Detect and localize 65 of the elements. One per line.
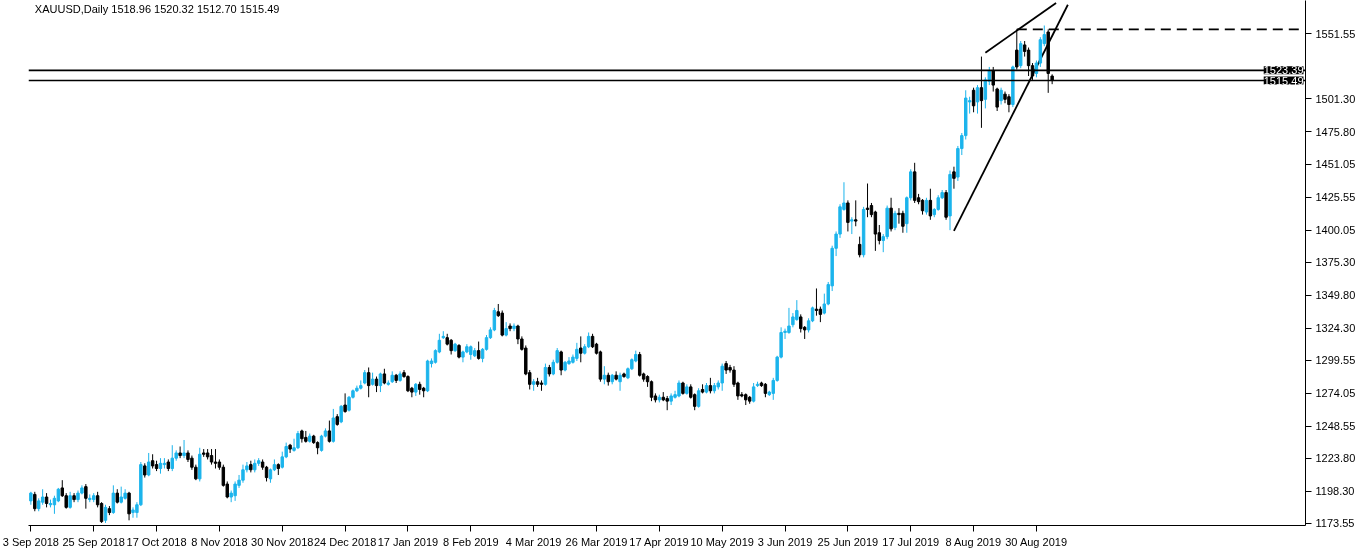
x-tick-label: 25 Jun 2019 xyxy=(817,535,879,548)
x-tick-label: 8 Nov 2018 xyxy=(191,535,248,548)
x-tick-label: 24 Dec 2018 xyxy=(313,535,377,548)
x-tick-label: 8 Aug 2019 xyxy=(945,535,1002,548)
x-tick-label: 17 Oct 2018 xyxy=(126,535,187,548)
x-tick-label: 8 Feb 2019 xyxy=(442,535,499,548)
candlestick xyxy=(33,491,37,512)
candlestick xyxy=(720,363,724,392)
ref-line-label: 1523.39 xyxy=(1263,64,1304,77)
x-tick-label: 30 Nov 2018 xyxy=(251,535,314,548)
y-tick-label: 1501.30 xyxy=(1315,92,1356,105)
y-tick-label: 1425.55 xyxy=(1315,191,1356,204)
chart-title: XAUUSD,Daily 1518.96 1520.32 1512.70 1515.49 xyxy=(34,2,280,15)
x-tick-label: 17 Apr 2019 xyxy=(629,535,689,548)
y-tick-label: 1475.80 xyxy=(1315,125,1356,138)
y-tick-label: 1349.80 xyxy=(1315,289,1356,302)
candlestick xyxy=(84,483,88,510)
ref-line-label: 1515.49 xyxy=(1263,74,1304,87)
candlestick xyxy=(901,210,905,234)
candlestick xyxy=(857,236,862,258)
candlestick xyxy=(343,392,347,414)
candlestick xyxy=(854,199,858,227)
candlestick xyxy=(889,197,893,232)
candlestick xyxy=(787,307,791,335)
candlestick xyxy=(846,199,850,232)
candlestick xyxy=(618,372,622,392)
candlestick xyxy=(296,430,300,450)
candlestick xyxy=(512,322,516,332)
candlestick xyxy=(952,166,956,190)
x-tick-label: 10 May 2019 xyxy=(690,535,754,548)
y-tick-label: 1400.05 xyxy=(1315,224,1356,237)
y-tick-label: 1551.55 xyxy=(1315,27,1356,40)
y-tick-label: 1223.80 xyxy=(1315,452,1356,465)
candlestick xyxy=(559,350,563,376)
y-tick-label: 1375.30 xyxy=(1315,256,1356,269)
candlestick xyxy=(579,335,583,363)
x-tick-label: 26 Mar 2019 xyxy=(565,535,628,548)
x-tick-label: 17 Jan 2019 xyxy=(377,535,439,548)
candlestick xyxy=(327,420,332,444)
x-tick-label: 4 Mar 2019 xyxy=(505,535,562,548)
candlestick xyxy=(975,84,980,115)
y-tick-label: 1198.30 xyxy=(1315,485,1355,498)
y-tick-label: 1299.55 xyxy=(1315,354,1356,367)
x-tick-label: 3 Jun 2019 xyxy=(757,535,813,548)
candlestick xyxy=(897,207,901,225)
x-tick-label: 17 Jul 2019 xyxy=(882,535,940,548)
candlestick xyxy=(131,506,135,519)
candlestick xyxy=(575,342,579,362)
candlestick xyxy=(170,444,174,472)
x-tick-label: 30 Aug 2019 xyxy=(1005,535,1068,548)
candlestick xyxy=(1007,93,1011,113)
x-tick-label: 25 Sep 2018 xyxy=(62,535,125,548)
candlestick xyxy=(893,210,897,231)
y-tick-label: 1324.30 xyxy=(1315,322,1356,335)
y-tick-label: 1451.05 xyxy=(1315,158,1356,171)
candlestick xyxy=(1019,40,1023,69)
y-tick-label: 1274.05 xyxy=(1315,387,1356,400)
x-tick-label: 3 Sep 2018 xyxy=(2,535,59,548)
candlestick xyxy=(182,439,186,459)
y-tick-label: 1248.55 xyxy=(1315,420,1356,433)
candlestick xyxy=(508,322,512,332)
candlestick xyxy=(241,464,245,484)
candlestick xyxy=(178,445,182,459)
candlestick xyxy=(127,491,131,521)
y-tick-label: 1173.55 xyxy=(1315,517,1355,530)
